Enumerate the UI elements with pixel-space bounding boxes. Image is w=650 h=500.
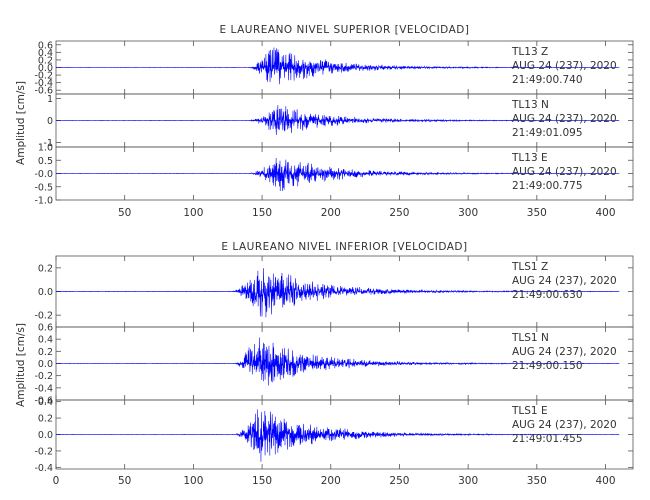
trace-tls1-z: -0.2 0.0 0.2 TLS1 Z AUG 24 (237), 2020 21:49:… xyxy=(34,255,634,328)
y-tick-label: -0.6 xyxy=(34,86,53,97)
y-tick-label: 0.0 xyxy=(38,287,53,298)
date-label: AUG 24 (237), 2020 xyxy=(512,166,617,178)
x-tick-label: 0 xyxy=(53,475,60,487)
trace-tl13-z: -0.6-0.4-0.20.00.20.40.6 TL13 Z AUG 24 (23… xyxy=(34,40,634,97)
waveform-line xyxy=(55,47,620,85)
trace-tls1-e: -0.4 -0.2 0.0 0.2 0.4 TLS1 E AUG 24 (237), 202… xyxy=(34,397,634,474)
x-tick-label: 50 xyxy=(118,207,131,219)
waveform-line xyxy=(55,337,620,386)
x-tick-label: 150 xyxy=(252,207,272,219)
y-tick-label: -0.5 xyxy=(34,182,53,193)
trace-tl13-n: -1 0 1 TL13 N AUG 24 (237), 2020 21:49:01.095 xyxy=(44,93,634,149)
time-label: 21:49:00.150 xyxy=(512,360,583,372)
x-tick-label: 200 xyxy=(321,475,341,487)
date-label: AUG 24 (237), 2020 xyxy=(512,275,617,287)
y-tick-label: 0.4 xyxy=(38,397,53,408)
waveform-line xyxy=(55,268,620,318)
x-tick-label: 250 xyxy=(389,475,409,487)
station-label: TLS1 Z xyxy=(511,261,548,273)
station-label: TL13 N xyxy=(511,99,549,111)
x-tick-label: 300 xyxy=(458,207,478,219)
date-label: AUG 24 (237), 2020 xyxy=(512,419,617,431)
y-axis-label: Amplitud [cm/s] xyxy=(15,323,27,407)
y-tick-label: 0.5 xyxy=(38,156,53,167)
time-label: 21:49:00.740 xyxy=(512,74,583,86)
x-tick-label: 400 xyxy=(596,207,616,219)
x-tick-label: 200 xyxy=(321,207,341,219)
waveform-line xyxy=(55,157,620,192)
y-tick-label: 0.2 xyxy=(38,55,53,66)
date-label: AUG 24 (237), 2020 xyxy=(512,113,617,125)
y-tick-label: 0.6 xyxy=(38,323,53,334)
time-label: 21:49:01.095 xyxy=(512,127,583,139)
y-axis-label: Amplitud [cm/s] xyxy=(15,81,27,165)
station-label: TLS1 E xyxy=(511,405,548,417)
y-tick-label: -0.6 xyxy=(34,396,53,407)
y-tick-label: -0.2 xyxy=(34,311,53,322)
time-label: 21:49:01.455 xyxy=(512,433,583,445)
y-tick-label: -0.2 xyxy=(34,71,53,82)
y-tick-label: 0.2 xyxy=(38,414,53,425)
trace-tl13-e: -1.0 -0.5 -0.0 0.5 1.0 TL13 E AUG 24 (237), 20… xyxy=(34,143,634,207)
y-tick-label: -0.0 xyxy=(34,169,53,180)
y-tick-label: 0.4 xyxy=(38,335,53,346)
x-tick-label: 100 xyxy=(183,475,203,487)
time-label: 21:49:00.775 xyxy=(512,180,583,192)
y-tick-label: -0.2 xyxy=(34,371,53,382)
x-tick-label: 100 xyxy=(183,207,203,219)
x-tick-label: 400 xyxy=(596,475,616,487)
y-tick-label: 0.0 xyxy=(38,63,53,74)
y-tick-label: -0.4 xyxy=(34,78,53,89)
y-tick-label: 0.2 xyxy=(38,263,53,274)
station-label: TL13 E xyxy=(511,152,548,164)
y-tick-label: -1.0 xyxy=(34,196,53,207)
y-tick-label: 1 xyxy=(47,94,53,105)
y-tick-label: -0.4 xyxy=(34,463,53,474)
waveform-line xyxy=(55,105,620,135)
x-tick-label: 300 xyxy=(458,475,478,487)
y-tick-label: 0 xyxy=(47,116,53,127)
y-tick-label: 0.0 xyxy=(38,359,53,370)
y-tick-label: 0.6 xyxy=(38,40,53,51)
x-tick-label: 350 xyxy=(527,207,547,219)
x-tick-label: 350 xyxy=(527,475,547,487)
chart-title: E LAUREANO NIVEL SUPERIOR [VELOCIDAD] xyxy=(220,24,470,36)
date-label: AUG 24 (237), 2020 xyxy=(512,346,617,358)
y-tick-label: -0.2 xyxy=(34,446,53,457)
x-tick-label: 150 xyxy=(252,475,272,487)
x-tick-label: 50 xyxy=(118,475,131,487)
waveform-line xyxy=(55,409,620,462)
chart-title: E LAUREANO NIVEL INFERIOR [VELOCIDAD] xyxy=(221,241,467,253)
chart-panel-2: E LAUREANO NIVEL INFERIOR [VELOCIDAD] Amp… xyxy=(15,241,634,487)
station-label: TLS1 N xyxy=(511,332,549,344)
y-tick-label: -1 xyxy=(44,138,53,149)
x-tick-label: 250 xyxy=(389,207,409,219)
y-tick-label: -0.4 xyxy=(34,383,53,394)
y-tick-label: 0.2 xyxy=(38,347,53,358)
y-tick-label: 0.0 xyxy=(38,430,53,441)
chart-panel-1: E LAUREANO NIVEL SUPERIOR [VELOCIDAD] Amp… xyxy=(15,24,634,219)
y-tick-label: 1.0 xyxy=(38,143,53,154)
date-label: AUG 24 (237), 2020 xyxy=(512,60,617,72)
station-label: TL13 Z xyxy=(511,46,548,58)
y-tick-label: 0.4 xyxy=(38,48,53,59)
time-label: 21:49:00.630 xyxy=(512,289,583,301)
